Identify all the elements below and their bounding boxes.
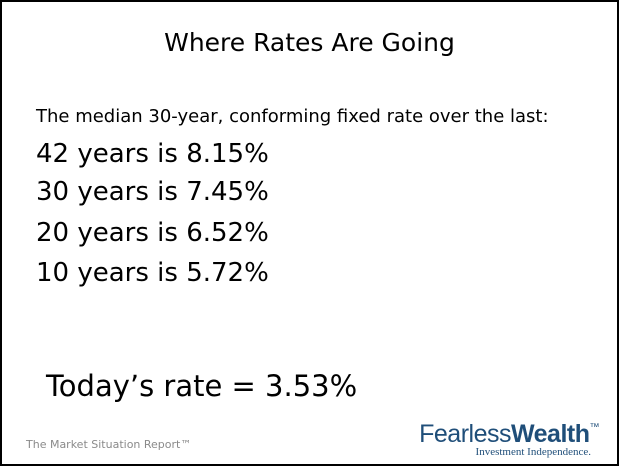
logo-part: Wealth [511,420,590,448]
title: Where Rates Are Going [164,28,455,57]
logo-part: Fearless [419,420,511,448]
rate-line: 10 years is 5.72% [36,258,269,288]
logo-tagline: Investment Independence. [475,446,591,458]
logo-mark: ™ [589,422,600,433]
today-rate: Today’s rate = 3.53% [46,369,358,403]
intro: The median 30-year, conforming fixed rat… [36,106,549,127]
rate-line: 42 years is 8.15% [36,139,269,169]
rate-line: 30 years is 7.45% [36,177,269,207]
logo: FearlessWealth™ [419,420,599,449]
rate-line: 20 years is 6.52% [36,218,269,248]
footer: The Market Situation Report™ [26,438,192,451]
